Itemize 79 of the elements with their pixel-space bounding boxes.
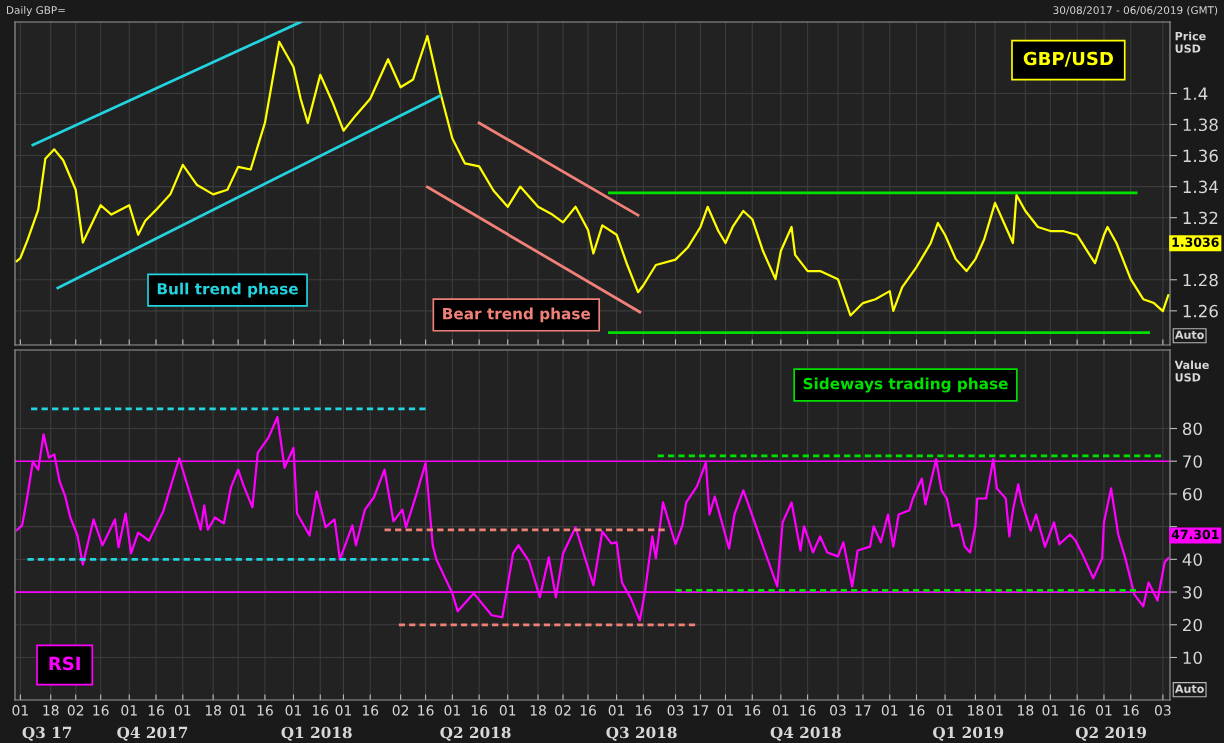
text: RSI <box>49 656 80 671</box>
x-tick-label: 16 <box>257 705 273 716</box>
y-tick-label: 1.34 <box>1183 180 1218 194</box>
x2-tick-label: Q2 2018 <box>440 726 511 741</box>
x-tick-label: 02 <box>392 705 409 716</box>
x-tick-label: 16 <box>636 705 652 716</box>
x-tick-label: 02 <box>67 705 84 716</box>
x2-tick-label: Q3 17 <box>22 726 72 741</box>
x-tick-label: 01 <box>121 705 137 716</box>
x-tick-label: 16 <box>362 705 379 716</box>
x-tick-label: 16 <box>312 705 329 716</box>
y-tick-label: 1.28 <box>1183 273 1218 287</box>
x-tick-label: 01 <box>937 705 953 716</box>
annotation: Sideways trading phase <box>803 377 1008 393</box>
x-tick-label: 01 <box>499 705 516 716</box>
x2-tick-label: Q4 2018 <box>770 726 841 741</box>
line-series <box>15 415 1170 622</box>
x2-tick-label: Q4 2017 <box>117 726 188 741</box>
x-tick-label: 18 <box>968 705 984 716</box>
y-tick-label: 1.38 <box>1183 118 1218 132</box>
annotation: Bull trend phase <box>157 282 298 298</box>
y-tick-label: 1.26 <box>1183 304 1218 318</box>
x-tick-label: 01 <box>608 705 625 716</box>
x-tick-label: 01 <box>1042 705 1058 716</box>
y-tick-label: 1.32 <box>1183 211 1218 225</box>
x-tick-label: 01 <box>230 705 246 716</box>
x-tick-label: 03 <box>1154 705 1171 716</box>
x-tick-label: 16 <box>148 705 164 716</box>
y-tick-label: 20 <box>1183 618 1202 632</box>
x-tick-label: 01 <box>335 705 352 716</box>
text: 47.301 <box>1171 529 1219 540</box>
x-tick-label: 01 <box>12 705 28 716</box>
x-tick-label: 18 <box>530 705 546 716</box>
x-tick-label: 16 <box>1069 705 1086 716</box>
x-tick-label: 03 <box>830 705 846 716</box>
x-tick-label: 18 <box>43 705 59 716</box>
y-tick-label: 1.4 <box>1183 87 1208 100</box>
x-tick-label: 01 <box>987 705 1003 716</box>
x-tick-label: 01 <box>881 705 898 716</box>
y-tick-label: 80 <box>1182 422 1202 436</box>
x-tick-label: 17 <box>855 705 871 716</box>
x-tick-label: 16 <box>418 705 434 716</box>
x-tick-label: 17 <box>693 705 709 716</box>
x-tick-label: 01 <box>444 705 460 716</box>
y-tick-label: 40 <box>1182 553 1202 566</box>
x2-tick-label: Q1 2019 <box>933 726 1004 741</box>
x-tick-label: 16 <box>580 705 596 716</box>
x-tick-label: 16 <box>909 705 925 716</box>
annotation: Bear trend phase <box>443 307 591 323</box>
x-tick-label: 16 <box>744 705 761 716</box>
chart-subtitle: 30/08/2017 - 06/06/2019 (GMT) <box>1053 5 1218 16</box>
y-axis-title: Price USD <box>1175 31 1206 53</box>
y-tick-label: 60 <box>1182 487 1202 501</box>
x-tick-label: 01 <box>772 705 789 716</box>
x-tick-label: 16 <box>93 705 109 716</box>
chart-title: Daily GBP= <box>7 5 65 17</box>
x-tick-label: 01 <box>285 705 302 716</box>
x-tick-label: 03 <box>667 705 684 716</box>
y-axis-title: Value USD <box>1174 360 1209 382</box>
x-tick-label: 02 <box>555 705 571 716</box>
x2-tick-label: Q3 2018 <box>606 726 677 741</box>
y-tick-label: 1.36 <box>1183 149 1218 163</box>
x-tick-label: 16 <box>471 705 488 716</box>
y-tick-label: 30 <box>1183 586 1202 599</box>
y-tick-label: 70 <box>1183 455 1202 468</box>
y-tick-label: 10 <box>1183 651 1202 665</box>
text: Auto <box>1174 330 1204 339</box>
text: 1.3036 <box>1172 237 1219 247</box>
x-tick-label: 01 <box>174 705 191 716</box>
x-tick-label: 01 <box>717 705 734 716</box>
x-tick-label: 16 <box>800 705 816 716</box>
x2-tick-label: Q2 2019 <box>1075 726 1147 741</box>
x-tick-label: 18 <box>205 705 222 716</box>
text: Auto <box>1174 684 1204 693</box>
x-tick-label: 18 <box>1018 705 1034 716</box>
text: GBP/USD <box>1023 51 1113 67</box>
x2-tick-label: Q1 2018 <box>281 726 352 741</box>
x-tick-label: 01 <box>1096 705 1112 716</box>
x-tick-label: 16 <box>1123 705 1139 716</box>
